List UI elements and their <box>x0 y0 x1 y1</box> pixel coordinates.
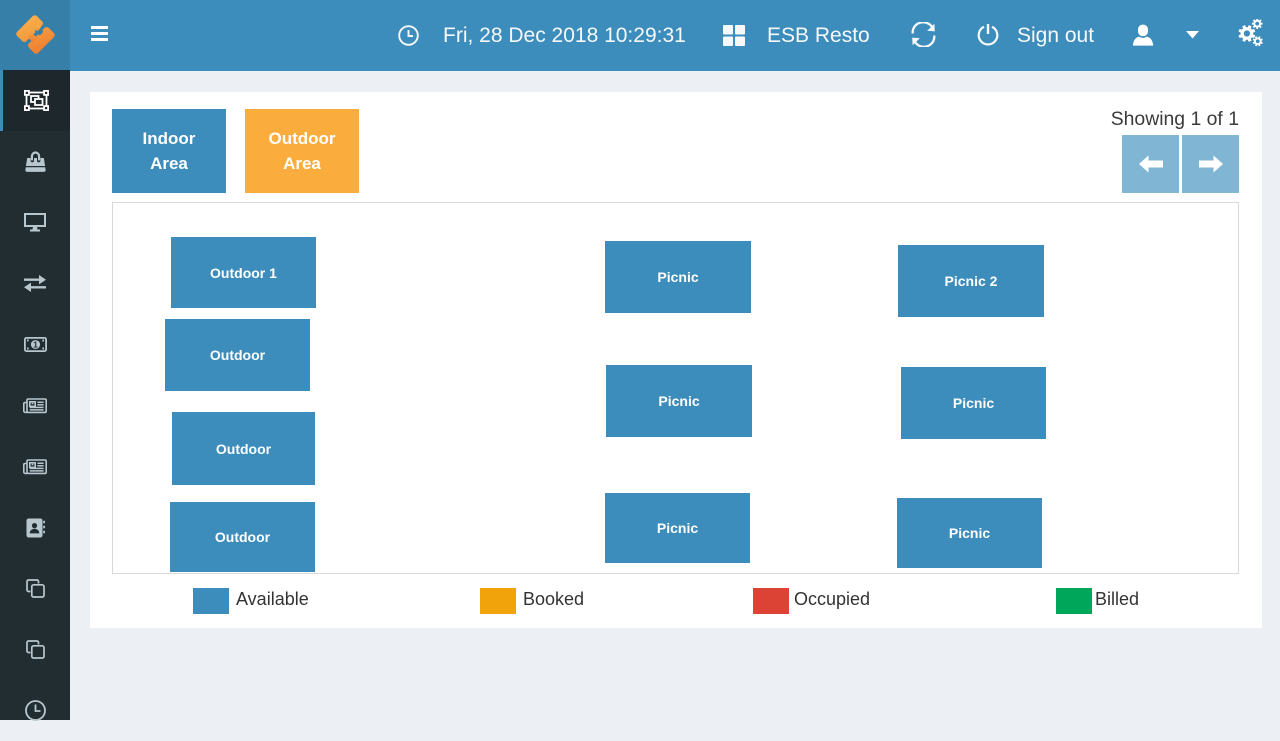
svg-text:1: 1 <box>33 340 38 350</box>
